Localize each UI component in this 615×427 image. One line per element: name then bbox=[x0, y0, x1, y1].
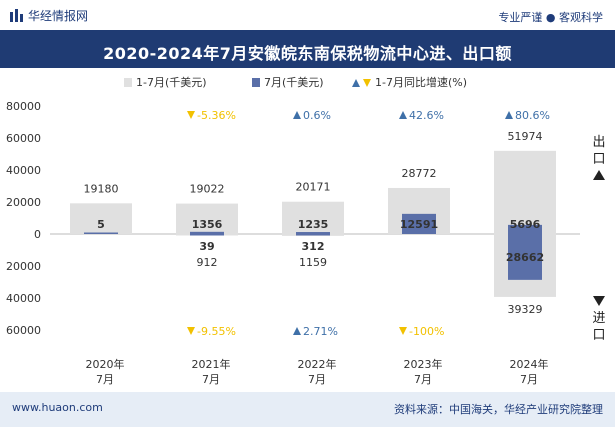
x-tick-label-year: 2024年 bbox=[510, 357, 549, 371]
import-side-label-char1: 进 bbox=[592, 311, 605, 326]
export-side-label-char2: 口 bbox=[592, 152, 605, 167]
legend: 1-7月(千美元) 7月(千美元) 1-7月同比增速(%) bbox=[124, 75, 467, 89]
import-cumulative-label: 912 bbox=[197, 256, 218, 269]
export-growth-label: 42.6% bbox=[409, 109, 444, 122]
import-monthly-bar bbox=[296, 234, 330, 236]
export-cumulative-bar bbox=[494, 150, 556, 234]
import-monthly-label: 312 bbox=[302, 240, 325, 253]
export-monthly-label: 1235 bbox=[298, 218, 329, 231]
top-bar: 华经情报网 专业严谨 ● 客观科学 bbox=[0, 0, 615, 30]
import-monthly-label: 28662 bbox=[506, 251, 544, 264]
y-tick-label: 40000 bbox=[6, 164, 41, 177]
export-growth-label: 80.6% bbox=[515, 109, 550, 122]
legend-swatch-cumulative bbox=[124, 78, 132, 87]
export-growth-up-triangle bbox=[505, 111, 513, 119]
import-monthly-label: 39 bbox=[199, 240, 214, 253]
export-monthly-label: 5696 bbox=[510, 218, 541, 231]
import-cumulative-label: 39329 bbox=[508, 303, 543, 316]
export-monthly-bar bbox=[84, 232, 118, 234]
brand-logo[interactable]: 华经情报网 bbox=[10, 7, 88, 24]
brand-name: 华经情报网 bbox=[28, 9, 89, 23]
source-note: 资料来源：中国海关，华经产业研究院整理 bbox=[394, 403, 603, 416]
chart-title: 2020-2024年7月安徽皖东南保税物流中心进、出口额 bbox=[103, 44, 512, 63]
export-growth-up-triangle bbox=[399, 111, 407, 119]
x-tick-label-month: 7月 bbox=[96, 373, 114, 386]
legend-label-cumulative: 1-7月(千美元) bbox=[136, 76, 207, 89]
y-tick-label: 40000 bbox=[6, 292, 41, 305]
title-bar bbox=[0, 30, 615, 68]
export-growth-down-triangle bbox=[187, 111, 195, 119]
export-monthly-label: 1356 bbox=[192, 218, 223, 231]
x-tick-label-month: 7月 bbox=[520, 373, 538, 386]
y-tick-label: 60000 bbox=[6, 132, 41, 145]
export-cumulative-label: 20171 bbox=[296, 181, 331, 194]
data-labels: 19180 5 2020年 7月 19022 1356 39 912 2021年 7月 20171 1… bbox=[84, 109, 550, 386]
legend-label-growth: 1-7月同比增速(%) bbox=[375, 75, 467, 89]
x-tick-label-year: 2023年 bbox=[404, 357, 443, 371]
x-tick-label-year: 2022年 bbox=[298, 357, 337, 371]
export-cumulative-label: 51974 bbox=[508, 130, 543, 143]
export-monthly-bar bbox=[508, 224, 542, 234]
export-cumulative-bar bbox=[70, 203, 132, 234]
import-growth-up-triangle bbox=[293, 327, 301, 335]
legend-down-triangle bbox=[363, 79, 371, 87]
export-up-arrow-icon bbox=[593, 170, 605, 180]
y-tick-label: 0 bbox=[34, 228, 41, 241]
export-cumulative-label: 19180 bbox=[84, 182, 119, 195]
import-side-label-char2: 口 bbox=[592, 328, 605, 343]
slogan: 专业严谨 ● 客观科学 bbox=[498, 11, 603, 24]
export-growth-up-triangle bbox=[293, 111, 301, 119]
export-monthly-label: 12591 bbox=[400, 218, 438, 231]
footer bbox=[0, 392, 615, 427]
y-tick-label: 80000 bbox=[6, 100, 41, 113]
export-monthly-bar bbox=[402, 213, 436, 234]
import-growth-label: 2.71% bbox=[303, 325, 338, 338]
x-tick-label-month: 7月 bbox=[414, 373, 432, 386]
bar-chart-icon bbox=[10, 9, 23, 22]
export-side-label-char1: 出 bbox=[592, 135, 605, 150]
chart: 1-7月(千美元) 7月(千美元) 1-7月同比增速(%) 80000 60000 40… bbox=[6, 75, 606, 386]
import-monthly-bar bbox=[190, 234, 224, 236]
export-monthly-bar bbox=[296, 232, 330, 234]
export-growth-label: 0.6% bbox=[303, 109, 331, 122]
y-tick-label: 20000 bbox=[6, 196, 41, 209]
import-growth-down-triangle bbox=[187, 327, 195, 335]
export-cumulative-label: 28772 bbox=[402, 167, 437, 180]
export-cumulative-label: 19022 bbox=[190, 183, 225, 196]
import-monthly-bar bbox=[508, 234, 542, 280]
import-cumulative-label: 1159 bbox=[299, 256, 327, 269]
legend-up-triangle bbox=[352, 79, 360, 87]
y-tick-label: 20000 bbox=[6, 260, 41, 273]
import-growth-down-triangle bbox=[399, 327, 407, 335]
export-monthly-bar bbox=[190, 231, 224, 234]
x-tick-label-month: 7月 bbox=[308, 373, 326, 386]
y-tick-label: 60000 bbox=[6, 324, 41, 337]
import-growth-label: -100% bbox=[409, 325, 444, 338]
export-monthly-label: 5 bbox=[97, 218, 105, 231]
legend-swatch-monthly bbox=[252, 78, 260, 87]
import-down-arrow-icon bbox=[593, 296, 605, 306]
import-growth-label: -9.55% bbox=[197, 325, 236, 338]
export-growth-label: -5.36% bbox=[197, 109, 236, 122]
x-tick-label-year: 2020年 bbox=[86, 357, 125, 371]
export-cumulative-bar bbox=[176, 203, 238, 234]
website-link[interactable]: www.huaon.com bbox=[12, 401, 103, 414]
x-tick-label-month: 7月 bbox=[202, 373, 220, 386]
x-tick-label-year: 2021年 bbox=[192, 357, 231, 371]
export-cumulative-bar bbox=[282, 201, 344, 234]
bars bbox=[70, 150, 556, 297]
legend-label-monthly: 7月(千美元) bbox=[264, 76, 324, 89]
axis-ticks: 80000 60000 40000 20000 0 20000 40000 60000 bbox=[6, 100, 580, 337]
